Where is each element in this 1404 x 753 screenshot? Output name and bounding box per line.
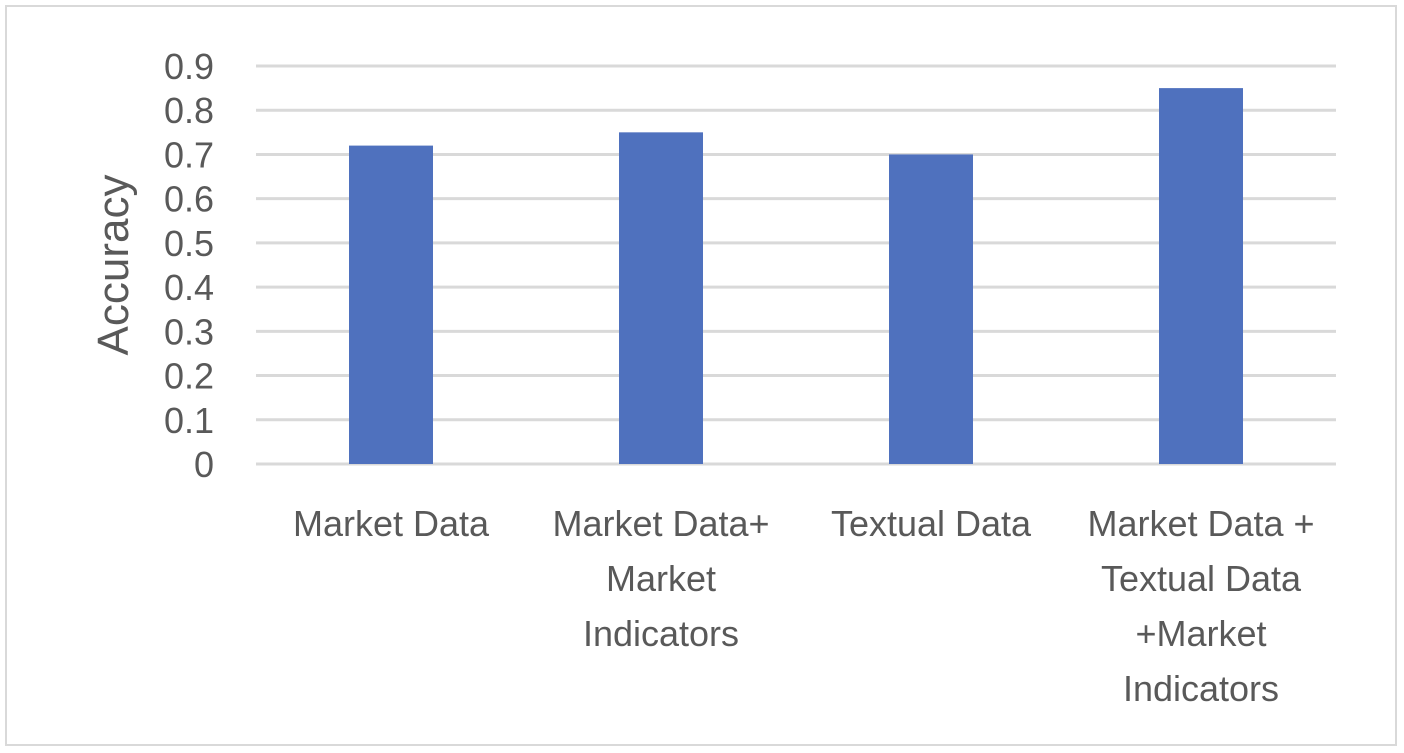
y-tick-labels: 00.10.20.30.40.50.60.70.80.9 <box>164 46 214 485</box>
x-tick-label: Market Data <box>293 503 490 544</box>
x-tick-label: Textual Data <box>831 503 1032 544</box>
bar <box>1159 88 1243 464</box>
y-tick-label: 0.3 <box>164 311 214 352</box>
y-tick-label: 0.4 <box>164 267 214 308</box>
gridlines <box>256 64 1336 466</box>
y-tick-label: 0.5 <box>164 223 214 264</box>
y-axis-title: Accuracy <box>89 175 138 356</box>
y-tick-label: 0.6 <box>164 179 214 220</box>
x-tick-label-line: Market Data <box>293 503 490 544</box>
x-tick-label-line: Market Data + <box>1087 503 1314 544</box>
x-tick-label-line: Market Data+ <box>552 503 769 544</box>
y-tick-label: 0.9 <box>164 46 214 87</box>
y-tick-label: 0.7 <box>164 134 214 175</box>
x-tick-label-line: Textual Data <box>1101 558 1302 599</box>
x-tick-label-line: Indicators <box>1123 668 1279 709</box>
x-tick-label-line: +Market <box>1135 613 1266 654</box>
x-tick-labels: Market Data Market Data+ Market Indicators T… <box>293 503 1315 709</box>
y-tick-label: 0.1 <box>164 400 214 441</box>
bar <box>889 154 973 464</box>
y-tick-label: 0.8 <box>164 90 214 131</box>
bars <box>349 88 1243 465</box>
bar <box>349 145 433 464</box>
x-tick-label: Market Data + Textual Data +Market Indicato… <box>1087 503 1314 709</box>
x-tick-label-line: Market <box>606 558 716 599</box>
y-tick-label: 0 <box>194 444 214 485</box>
y-tick-label: 0.2 <box>164 356 214 397</box>
x-tick-label-line: Indicators <box>583 613 739 654</box>
bar <box>619 132 703 465</box>
x-tick-label: Market Data+ Market Indicators <box>552 503 769 654</box>
x-tick-label-line: Textual Data <box>831 503 1032 544</box>
